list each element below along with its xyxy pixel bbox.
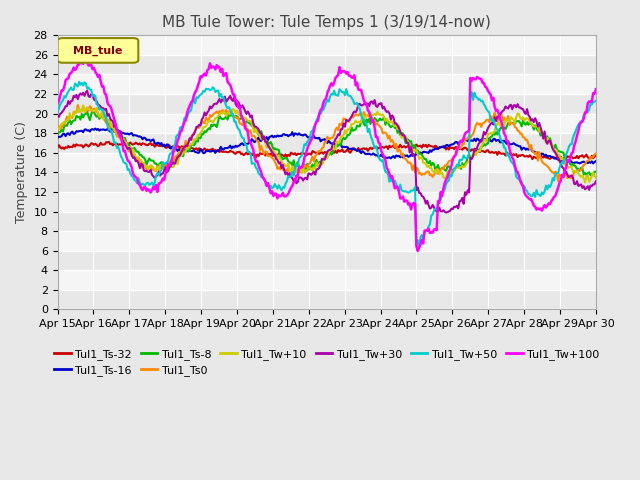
Bar xyxy=(58,94,596,114)
Bar xyxy=(58,74,596,94)
Bar xyxy=(58,270,596,290)
Bar xyxy=(58,153,596,172)
Bar xyxy=(58,212,596,231)
Bar xyxy=(58,55,596,74)
Bar xyxy=(58,231,596,251)
Bar xyxy=(58,290,596,310)
Bar xyxy=(58,114,596,133)
Y-axis label: Temperature (C): Temperature (C) xyxy=(15,121,28,223)
Bar xyxy=(58,251,596,270)
Text: MB_tule: MB_tule xyxy=(73,45,123,56)
Bar xyxy=(58,192,596,212)
Title: MB Tule Tower: Tule Temps 1 (3/19/14-now): MB Tule Tower: Tule Temps 1 (3/19/14-now… xyxy=(163,15,491,30)
Bar xyxy=(58,172,596,192)
FancyBboxPatch shape xyxy=(58,38,138,63)
Legend: Tul1_Ts-32, Tul1_Ts-16, Tul1_Ts-8, Tul1_Ts0, Tul1_Tw+10, Tul1_Tw+30, Tul1_Tw+50,: Tul1_Ts-32, Tul1_Ts-16, Tul1_Ts-8, Tul1_… xyxy=(49,345,604,381)
Bar xyxy=(58,133,596,153)
Bar xyxy=(58,36,596,55)
